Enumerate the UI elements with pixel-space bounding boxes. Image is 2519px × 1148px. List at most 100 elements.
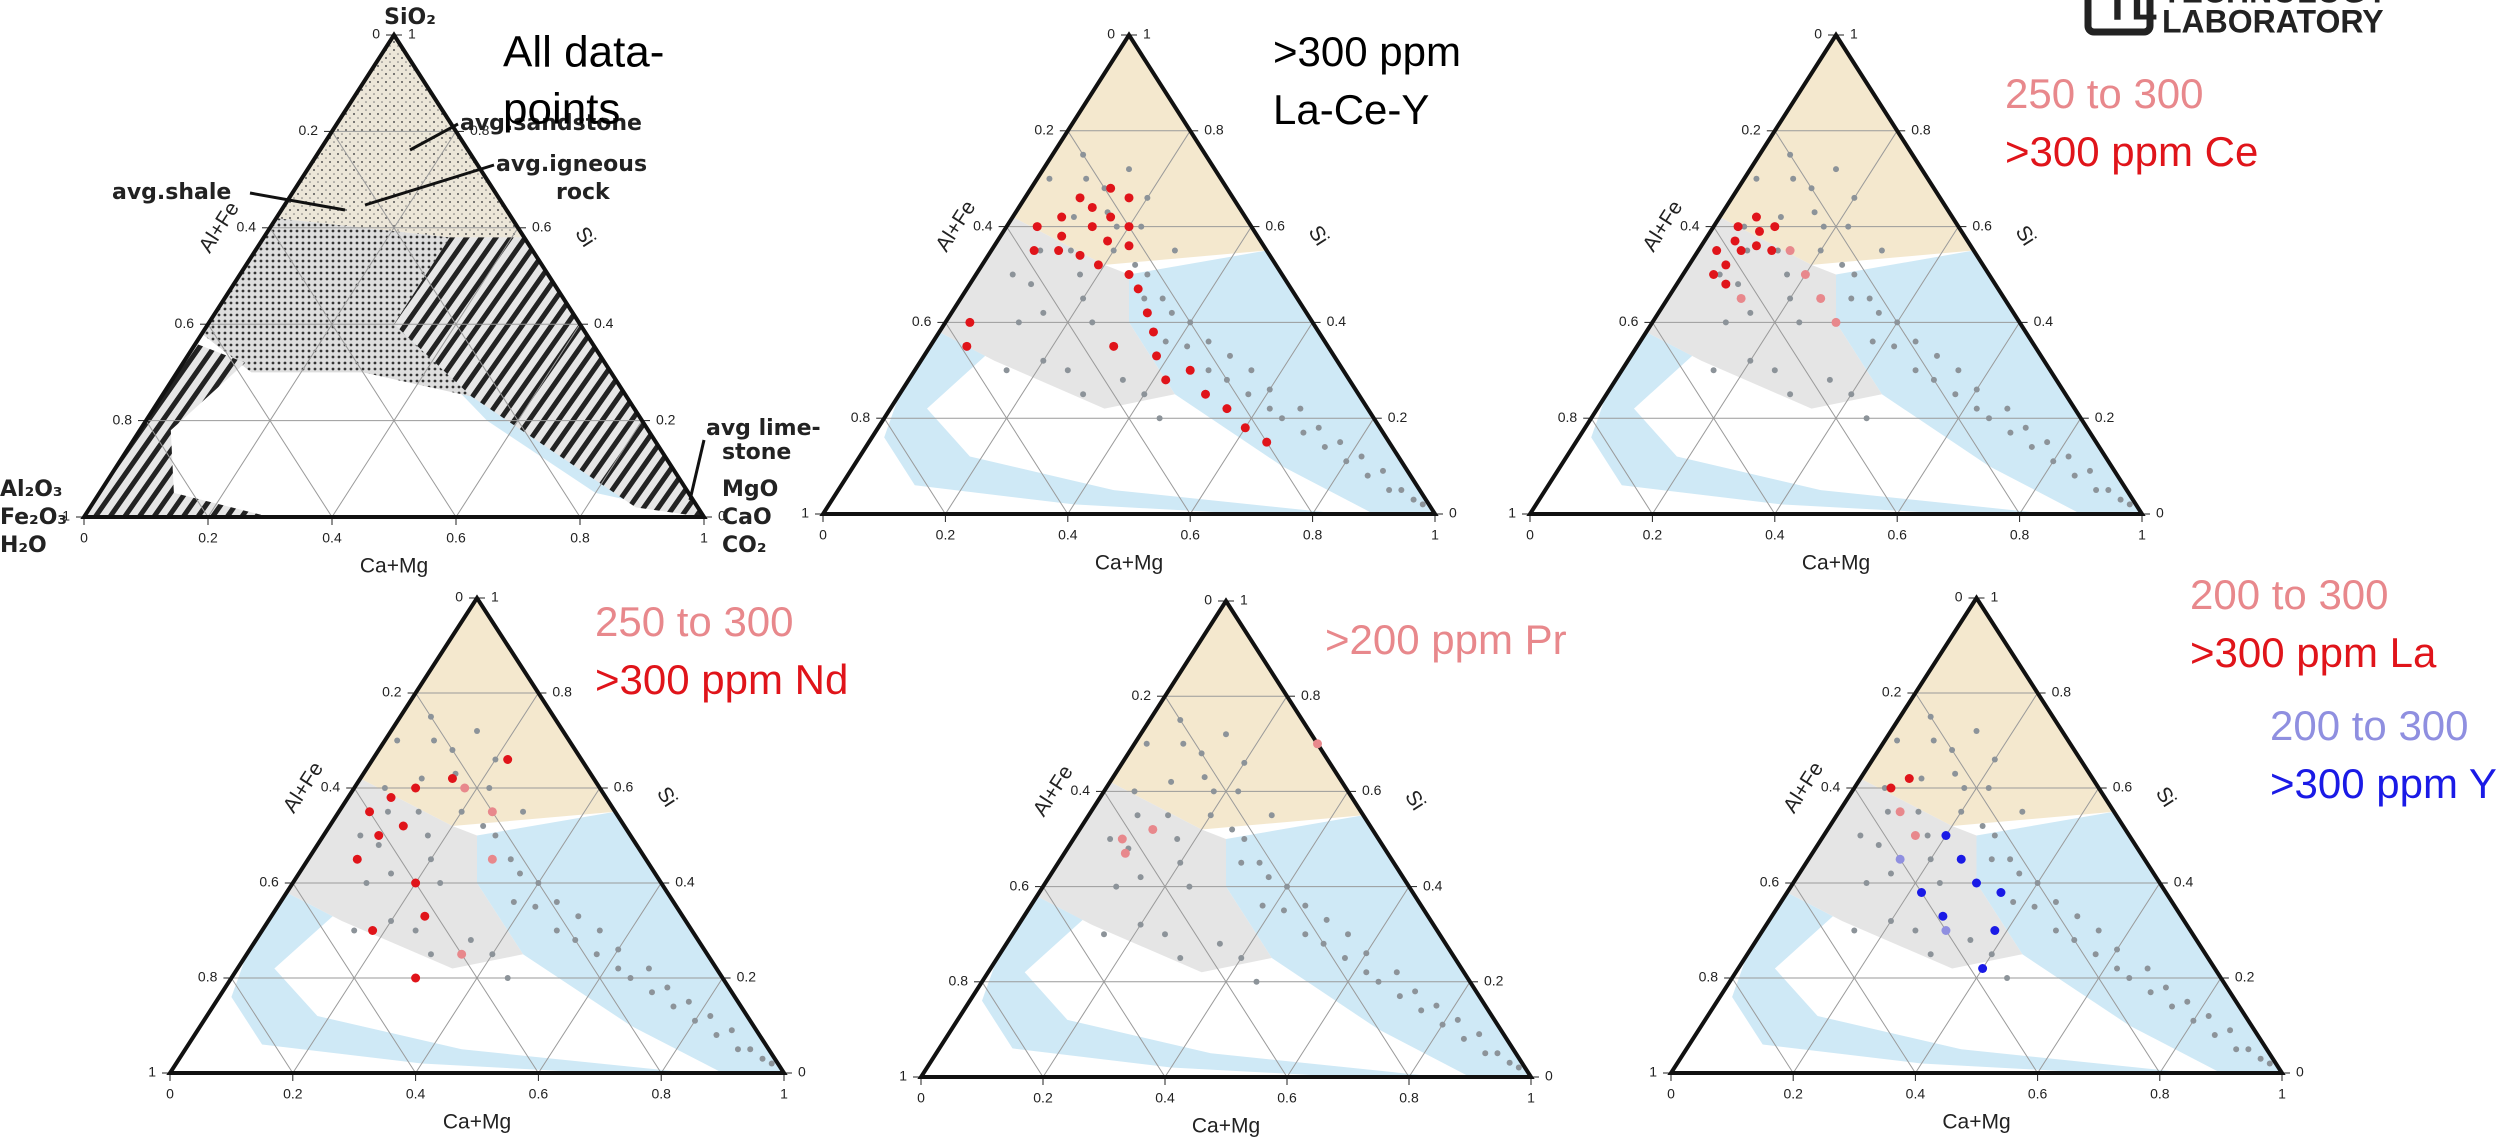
background-point <box>1790 175 1797 182</box>
x-axis-label: Ca+Mg <box>1942 1111 2010 1134</box>
background-point <box>1857 832 1864 839</box>
background-point <box>1046 175 1053 182</box>
grid-line <box>1189 322 1314 515</box>
left-tick-label: 0.2 <box>299 122 319 138</box>
background-point <box>449 747 456 753</box>
x-tick-label: 0.2 <box>283 1086 303 1102</box>
x-tick-label: 0.4 <box>1765 527 1785 543</box>
background-point <box>1165 812 1172 819</box>
right-tick-label: 0.2 <box>737 969 757 985</box>
background-point <box>1412 988 1419 995</box>
background-point <box>1787 151 1794 158</box>
left-tick-label: 0.6 <box>175 315 195 331</box>
background-point <box>1961 785 1968 791</box>
right-tick-label: 0.8 <box>1301 687 1321 703</box>
triangle-border <box>819 31 1439 516</box>
triangle-border <box>166 594 788 1075</box>
background-point <box>596 927 603 934</box>
background-point <box>1223 376 1230 383</box>
field-region <box>1836 250 2142 514</box>
background-point <box>2144 965 2151 972</box>
left-tick-label: 0.4 <box>1071 782 1091 798</box>
ternary-panel: 0 0 0 0.2 0.2 0.2 0.4 0.4 0.4 0.6 0.6 0.6 0.8 0.8 0.8 1… <box>899 592 1566 1138</box>
background-point <box>1375 978 1382 985</box>
background-point <box>685 998 692 1005</box>
x-tick-label: 0.2 <box>1643 527 1663 543</box>
right-tick-label: 0.8 <box>470 122 490 138</box>
background-point <box>1396 993 1403 1000</box>
background-point <box>1009 271 1016 278</box>
background-point <box>1141 295 1148 302</box>
background-point <box>1410 496 1417 503</box>
background-point <box>375 842 382 848</box>
background-point <box>2086 467 2093 474</box>
background-point <box>1067 247 1074 254</box>
grid-line <box>1006 226 1191 515</box>
background-point <box>2065 453 2072 460</box>
background-point <box>384 808 391 815</box>
background-point <box>2245 1046 2252 1053</box>
highlight-point <box>1054 246 1064 256</box>
right-tick-label: 0.2 <box>1484 973 1504 989</box>
background-point <box>1979 823 1986 829</box>
left-tick-label: 1 <box>899 1068 907 1084</box>
background-point <box>492 756 499 763</box>
highlight-point <box>1767 246 1777 256</box>
background-point <box>1912 338 1919 345</box>
background-point <box>1988 951 1995 958</box>
caption: All data- <box>503 28 664 77</box>
background-point <box>1811 209 1818 216</box>
left-tick-label: 0 <box>1107 26 1115 42</box>
background-point <box>1159 295 1166 302</box>
background-point <box>2052 899 2059 905</box>
highlight-point <box>1120 848 1130 858</box>
background-point <box>388 918 395 924</box>
background-point <box>1894 319 1901 326</box>
grid-line <box>331 227 519 518</box>
background-point <box>1302 931 1309 938</box>
background-point <box>1229 826 1236 833</box>
left-tick-label: 0.2 <box>1034 122 1054 138</box>
grid-line <box>981 981 1044 1078</box>
background-point <box>1845 223 1852 230</box>
leader-line <box>249 191 346 212</box>
background-point <box>431 737 438 744</box>
legend-label: >300 ppm <box>1273 28 1461 75</box>
background-point <box>1506 1059 1513 1066</box>
background-point <box>1198 750 1205 757</box>
background-point <box>1171 247 1178 254</box>
background-point <box>1101 185 1108 192</box>
background-point <box>1216 940 1223 947</box>
highlight-point <box>1956 854 1966 864</box>
highlight-point <box>1709 270 1719 279</box>
highlight-point <box>1941 831 1951 840</box>
background-point <box>2205 1013 2212 1019</box>
logo-text: TECHNOLOGY <box>2162 0 2388 9</box>
highlight-point <box>1770 222 1780 232</box>
background-point <box>1070 214 1077 221</box>
grid-line <box>353 787 539 1074</box>
x-tick-label: 1 <box>1527 1090 1535 1106</box>
background-point <box>424 832 431 839</box>
background-point <box>1454 1016 1461 1023</box>
highlight-point <box>1142 308 1152 318</box>
highlight-point <box>965 317 975 327</box>
left-tick-label: 1 <box>1508 505 1516 521</box>
background-point <box>593 951 600 958</box>
highlight-point <box>1103 236 1113 246</box>
legend-label: >300 ppm La <box>2190 629 2437 676</box>
highlight-point <box>1124 222 1134 232</box>
background-point <box>437 880 444 886</box>
background-point <box>1933 352 1940 359</box>
background-point <box>1363 950 1370 957</box>
background-point <box>1144 194 1151 201</box>
x-tick-label: 0.8 <box>1399 1090 1419 1106</box>
background-point <box>1476 1031 1483 1038</box>
background-point <box>516 870 523 877</box>
highlight-point <box>1185 365 1195 375</box>
grid-line <box>537 882 662 1074</box>
triangle-border <box>1667 594 2286 1075</box>
background-point <box>1379 467 1386 474</box>
right-tick-label: 1 <box>1143 26 1151 42</box>
highlight-point <box>1109 341 1119 351</box>
